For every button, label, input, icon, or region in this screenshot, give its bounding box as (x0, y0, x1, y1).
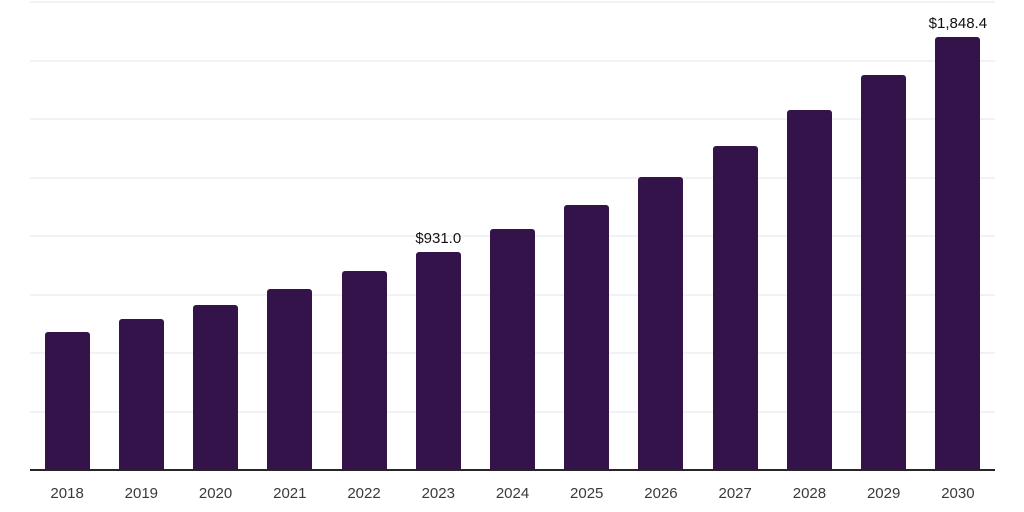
x-tick-label: 2025 (570, 485, 604, 502)
bar-2024 (490, 228, 535, 470)
bar-2029 (861, 75, 907, 470)
x-tick-label: 2024 (495, 485, 530, 502)
bar-2018 (44, 332, 90, 470)
x-tick-label: 2030 (941, 485, 975, 502)
bar-2027 (712, 145, 758, 470)
x-tick-label: 2023 (421, 485, 455, 502)
gridline (30, 176, 995, 179)
data-label-2023: $931.0 (415, 230, 462, 248)
x-tick-label: 2021 (273, 485, 307, 502)
bar-2019 (118, 319, 164, 470)
x-tick-label: 2020 (198, 485, 233, 502)
bar-2026 (638, 176, 684, 470)
gridline (30, 59, 995, 62)
data-label-2030: $1,848.4 (928, 15, 988, 33)
bar-2022 (341, 270, 387, 470)
x-tick-label: 2022 (347, 485, 381, 502)
gridline (30, 118, 995, 120)
plot-area: 2018 2019 2020 2021 2022 2023 $931.0 2024 2025 20… (30, 0, 995, 512)
gridline (30, 1, 995, 3)
x-tick-label: 2019 (124, 485, 159, 502)
bar-2028 (786, 110, 832, 470)
bar-2030 (935, 37, 981, 470)
bar-2025 (564, 204, 610, 470)
x-tick-label: 2029 (866, 485, 901, 502)
x-axis-line (30, 469, 995, 471)
x-tick-label: 2027 (718, 485, 752, 502)
x-tick-label: 2026 (644, 485, 678, 502)
bar-2021 (267, 288, 313, 470)
bar-2023 (415, 252, 461, 470)
x-tick-label: 2028 (792, 485, 827, 502)
bar-2020 (193, 305, 239, 470)
x-tick-label: 2018 (50, 485, 84, 502)
